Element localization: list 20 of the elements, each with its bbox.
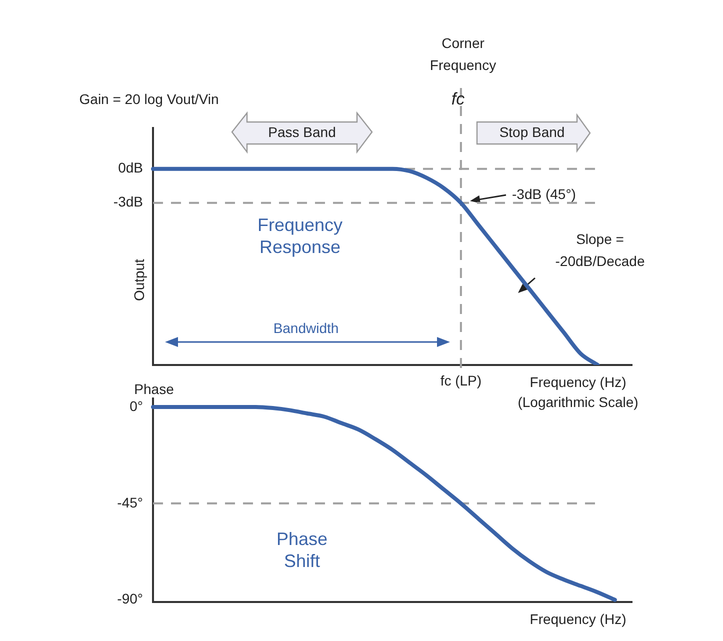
annotation: Stop Band: [499, 124, 565, 140]
y-axis-title: Output: [130, 258, 147, 302]
y-tick-label: 0°: [130, 398, 143, 414]
y-tick-label: 0dB: [118, 160, 143, 176]
x-axis-title: Frequency (Hz): [530, 610, 626, 627]
text: Corner Frequency: [430, 34, 496, 73]
annotation: Pass Band: [268, 124, 336, 140]
text: Gain = 20 log Vout/Vin: [79, 90, 219, 107]
y-tick-label: -90°: [117, 590, 143, 607]
annotation: Phase Shift: [276, 528, 328, 571]
text: fc: [451, 90, 466, 109]
y-axis-title: Phase: [134, 380, 174, 397]
annotation: Frequency Response: [257, 214, 343, 257]
x-tick-label: fc (LP): [440, 372, 482, 388]
annotation: Bandwidth: [273, 320, 339, 336]
y-tick-label: -45°: [117, 494, 143, 510]
annotation: Slope = -20dB/Decade: [555, 230, 645, 269]
x-axis-title: Frequency (Hz) (Logarithmic Scale): [518, 374, 638, 410]
y-tick-label: -3dB: [113, 194, 143, 210]
annotation: -3dB (45°): [512, 186, 576, 202]
